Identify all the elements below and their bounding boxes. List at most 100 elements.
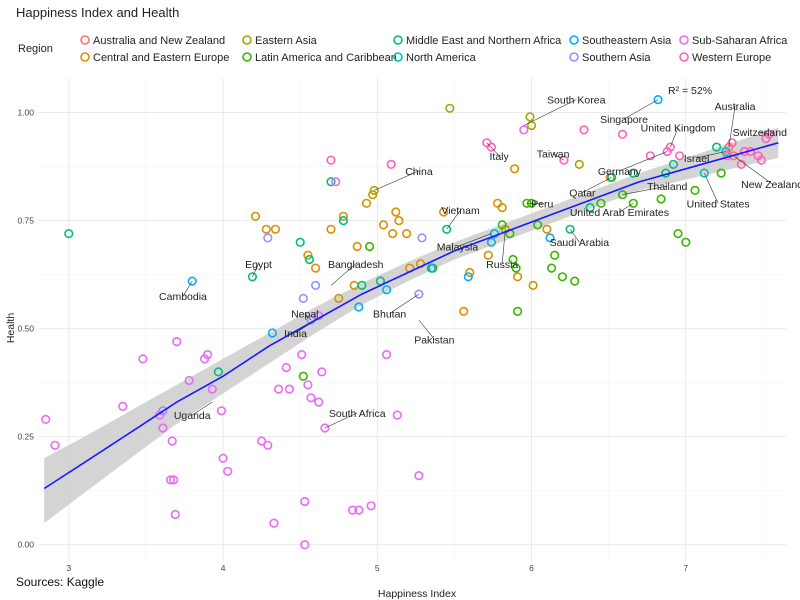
country-labels: South Korea Singapore Australia United King…	[159, 95, 800, 429]
label-leader-line	[252, 263, 259, 277]
data-point	[391, 207, 401, 217]
data-point	[326, 155, 336, 165]
country-label: Switzerland	[733, 127, 787, 139]
data-point	[274, 384, 284, 394]
legend-entry: North America	[406, 52, 477, 64]
label-leader-line	[622, 185, 668, 195]
data-point	[365, 241, 375, 252]
x-tick-label: 3	[66, 563, 71, 573]
label-leader-line	[670, 127, 679, 148]
confidence-band	[44, 127, 779, 524]
label-leader-line	[619, 151, 668, 172]
country-label: United Arab Emirates	[570, 207, 669, 219]
data-point	[668, 159, 679, 169]
data-point	[304, 254, 315, 265]
legend-entry: Latin America and Caribbean	[255, 52, 397, 64]
data-point	[545, 233, 555, 243]
country-label: Pakistan	[414, 334, 454, 346]
legend-entry: Southeastern Asia	[582, 35, 672, 47]
data-point	[674, 151, 685, 161]
data-point	[533, 220, 543, 230]
data-point	[665, 142, 675, 152]
label-leader-line	[759, 131, 770, 135]
x-axis-ticks: 3 4 5 6 7	[66, 563, 688, 573]
label-leader-line	[374, 170, 420, 191]
label-leader-line	[446, 209, 461, 230]
data-point	[557, 272, 568, 282]
data-point	[681, 237, 691, 247]
data-point	[519, 125, 529, 135]
country-label: Vietnam	[441, 205, 480, 217]
country-label: Malaysia	[437, 242, 479, 254]
data-point	[298, 293, 308, 304]
country-label: Peru	[531, 198, 553, 210]
data-point	[442, 224, 452, 234]
country-label: Cambodia	[159, 291, 207, 303]
label-leader-line	[523, 99, 577, 126]
country-label: Egypt	[245, 259, 272, 271]
trend-line-path	[43, 142, 779, 490]
data-point	[297, 350, 307, 360]
data-point	[334, 293, 344, 304]
y-tick-label: 1.00	[17, 108, 34, 118]
data-point	[263, 440, 273, 450]
data-point	[303, 250, 313, 260]
data-point	[721, 146, 731, 157]
data-point	[459, 306, 469, 317]
data-point	[366, 501, 376, 511]
y-tick-label: 0.25	[17, 432, 34, 442]
data-point	[656, 194, 666, 204]
label-leader-line	[582, 177, 612, 193]
data-point	[300, 540, 310, 550]
data-point	[138, 354, 148, 364]
label-leader-line	[418, 319, 435, 340]
country-label: South Korea	[547, 95, 606, 107]
data-point	[118, 401, 128, 412]
data-point	[311, 280, 321, 291]
data-point	[711, 142, 722, 152]
country-label: Bangladesh	[328, 259, 384, 271]
data-point	[512, 272, 523, 282]
data-point	[388, 229, 398, 239]
data-point	[486, 142, 497, 152]
data-point	[207, 384, 217, 394]
data-point	[509, 164, 520, 174]
data-point	[368, 190, 378, 200]
legend-key	[679, 52, 689, 62]
data-point	[320, 423, 330, 433]
data-point	[542, 224, 552, 234]
data-point	[338, 216, 349, 226]
legend-key	[679, 35, 689, 45]
data-point	[497, 220, 507, 230]
data-point	[172, 337, 182, 347]
country-label: Australia	[715, 101, 756, 113]
data-point	[213, 367, 223, 377]
data-point	[281, 362, 291, 373]
label-leader-line	[696, 151, 726, 159]
data-point	[326, 177, 336, 187]
data-point	[512, 306, 523, 317]
data-point	[338, 211, 349, 221]
data-point	[303, 380, 313, 390]
data-point	[284, 384, 295, 394]
data-point	[764, 129, 774, 139]
country-label: Israel	[684, 153, 710, 165]
country-label: Uganda	[174, 410, 211, 422]
data-point	[493, 198, 503, 208]
grid	[38, 78, 786, 562]
legend-entry: Central and Eastern Europe	[93, 52, 229, 64]
legend-title: Region	[18, 43, 53, 55]
data-point	[261, 224, 271, 234]
data-point	[653, 94, 663, 105]
y-axis-label: Health	[5, 313, 17, 344]
country-label: Bhutan	[373, 309, 406, 321]
r-squared-annotation: R² = 52%	[668, 85, 712, 97]
data-point	[483, 250, 493, 260]
data-point	[348, 505, 358, 515]
country-label: Saudi Arabia	[550, 237, 610, 249]
data-point	[170, 509, 180, 520]
x-tick-label: 4	[221, 563, 226, 573]
country-label: New Zealand	[741, 179, 800, 191]
country-label: Germany	[598, 166, 642, 178]
